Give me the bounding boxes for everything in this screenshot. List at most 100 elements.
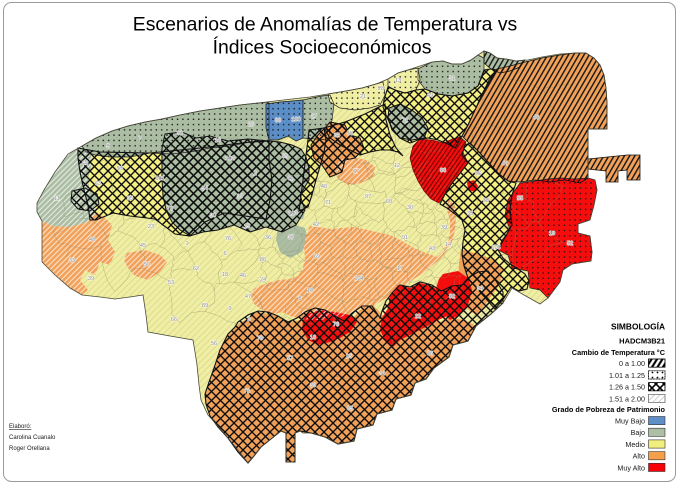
svg-text:Bajo: Bajo [631, 428, 645, 437]
svg-text:33: 33 [440, 168, 446, 174]
svg-text:77: 77 [353, 169, 359, 175]
svg-text:55: 55 [517, 196, 523, 202]
svg-text:11: 11 [54, 196, 60, 202]
svg-text:Medio: Medio [625, 440, 645, 449]
svg-text:82: 82 [449, 294, 455, 300]
svg-text:78: 78 [244, 389, 250, 395]
svg-text:102: 102 [225, 156, 234, 162]
svg-text:Índices Socioeconómicos: Índices Socioeconómicos [213, 36, 432, 59]
svg-text:60: 60 [386, 199, 392, 205]
svg-text:50: 50 [144, 262, 150, 268]
svg-text:66: 66 [171, 317, 177, 323]
svg-text:96: 96 [475, 171, 481, 177]
svg-text:25: 25 [346, 354, 352, 360]
svg-text:48: 48 [533, 115, 539, 121]
svg-text:65: 65 [282, 154, 288, 160]
svg-text:97: 97 [365, 194, 371, 200]
svg-text:Muy Bajo: Muy Bajo [615, 417, 645, 426]
svg-text:15: 15 [244, 224, 250, 230]
svg-text:1.51 a 2.00: 1.51 a 2.00 [609, 394, 645, 403]
svg-text:94: 94 [477, 286, 483, 292]
svg-text:14: 14 [445, 242, 451, 248]
svg-text:Escenarios de Anomalías de Tem: Escenarios de Anomalías de Temperatura v… [133, 14, 517, 36]
svg-text:24: 24 [260, 277, 266, 283]
svg-text:101: 101 [155, 176, 164, 182]
svg-text:84: 84 [334, 133, 340, 139]
svg-text:5: 5 [106, 144, 109, 150]
svg-text:1.26 a 1.50: 1.26 a 1.50 [609, 383, 645, 392]
svg-text:37: 37 [288, 235, 294, 241]
svg-text:92: 92 [177, 131, 183, 137]
svg-text:80: 80 [260, 257, 266, 263]
svg-text:28: 28 [378, 86, 384, 92]
svg-text:Carolina Cuanalo: Carolina Cuanalo [9, 435, 56, 441]
svg-text:70: 70 [257, 336, 263, 342]
svg-text:72: 72 [402, 118, 408, 124]
svg-text:86: 86 [427, 351, 433, 357]
svg-text:63: 63 [95, 181, 101, 187]
svg-text:48: 48 [89, 237, 95, 243]
svg-text:SIMBOLOGÍA: SIMBOLOGÍA [611, 321, 665, 332]
svg-text:57: 57 [287, 356, 293, 362]
svg-text:19: 19 [549, 231, 555, 237]
svg-text:39: 39 [310, 383, 316, 389]
svg-text:30: 30 [407, 205, 413, 211]
svg-text:62: 62 [193, 266, 199, 272]
svg-text:47: 47 [245, 294, 251, 300]
svg-text:59: 59 [117, 166, 123, 172]
svg-text:12: 12 [394, 163, 400, 169]
svg-text:21: 21 [360, 94, 366, 100]
svg-text:13: 13 [395, 78, 401, 84]
svg-text:46: 46 [240, 273, 246, 279]
svg-text:54: 54 [202, 186, 208, 192]
svg-text:95: 95 [127, 196, 133, 202]
svg-text:49: 49 [427, 93, 433, 99]
svg-text:Elaboró:: Elaboró: [9, 424, 32, 430]
svg-text:23: 23 [148, 224, 154, 230]
svg-text:105: 105 [491, 245, 500, 251]
svg-text:90: 90 [210, 213, 216, 219]
svg-text:8: 8 [298, 296, 301, 302]
svg-text:1.01 a 1.25: 1.01 a 1.25 [609, 371, 645, 380]
svg-text:64: 64 [82, 161, 88, 167]
svg-text:3: 3 [247, 317, 250, 323]
svg-text:1: 1 [185, 241, 188, 247]
svg-text:39: 39 [88, 276, 94, 282]
svg-text:10: 10 [307, 288, 313, 294]
svg-text:100: 100 [291, 117, 300, 123]
svg-text:6: 6 [223, 251, 226, 257]
svg-text:36: 36 [265, 235, 271, 241]
svg-text:16: 16 [215, 138, 221, 144]
svg-text:56: 56 [211, 341, 217, 347]
svg-text:71: 71 [325, 200, 331, 206]
svg-text:89: 89 [202, 303, 208, 309]
svg-text:22: 22 [415, 314, 421, 320]
svg-text:43: 43 [429, 246, 435, 252]
svg-text:Muy Alto: Muy Alto [617, 463, 645, 472]
svg-text:42: 42 [313, 222, 319, 228]
svg-text:73: 73 [167, 206, 173, 212]
svg-text:34: 34 [379, 371, 385, 377]
svg-text:39: 39 [441, 225, 447, 231]
svg-text:69: 69 [314, 254, 320, 260]
svg-text:35: 35 [467, 211, 473, 217]
svg-text:18: 18 [310, 335, 316, 341]
svg-text:44: 44 [502, 161, 508, 167]
svg-text:9: 9 [228, 306, 231, 312]
svg-text:99: 99 [237, 194, 243, 200]
svg-text:Roger Orellana: Roger Orellana [9, 446, 50, 452]
svg-text:38: 38 [483, 198, 489, 204]
svg-text:26: 26 [248, 122, 254, 128]
svg-text:Alto: Alto [633, 452, 645, 461]
svg-text:HADCM3B21: HADCM3B21 [619, 337, 665, 346]
svg-text:Cambio de Temperatura °C: Cambio de Temperatura °C [572, 348, 666, 357]
svg-text:0 a 1.00: 0 a 1.00 [619, 359, 645, 368]
svg-text:53: 53 [168, 280, 174, 286]
svg-text:33: 33 [69, 258, 75, 264]
svg-text:52: 52 [567, 241, 573, 247]
svg-text:76: 76 [333, 322, 339, 328]
svg-text:45: 45 [140, 243, 146, 249]
svg-text:17: 17 [397, 266, 403, 272]
svg-text:Grado de Pobreza de Patrimonio: Grado de Pobreza de Patrimonio [552, 405, 666, 414]
svg-text:58: 58 [347, 131, 353, 137]
